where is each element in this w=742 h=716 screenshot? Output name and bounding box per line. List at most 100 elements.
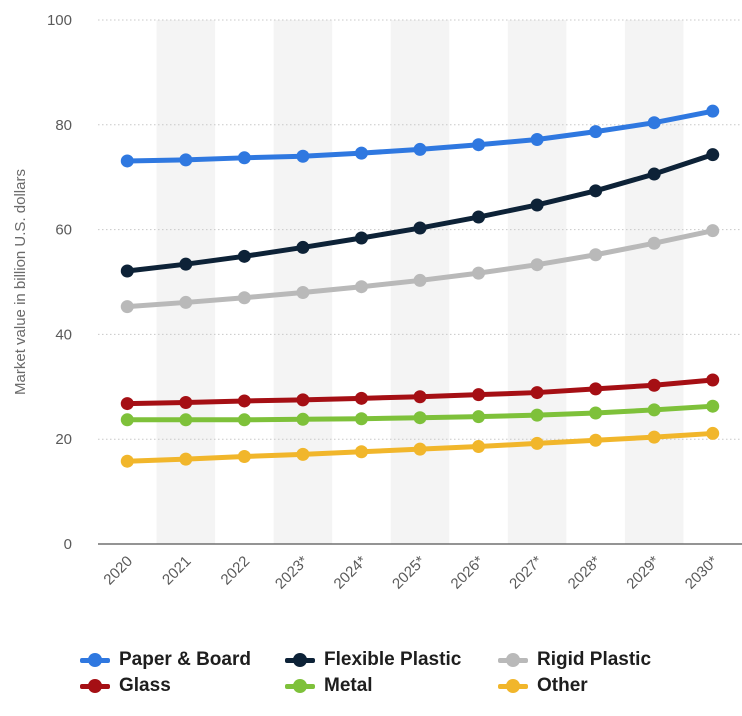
- data-point: [530, 258, 544, 272]
- data-point: [120, 264, 134, 278]
- data-point: [354, 391, 368, 405]
- data-point: [413, 411, 427, 425]
- data-point: [237, 394, 251, 408]
- data-point: [179, 295, 193, 309]
- data-point: [179, 413, 193, 427]
- y-axis-label: Market value in billion U.S. dollars: [12, 169, 29, 395]
- data-point: [706, 399, 720, 413]
- data-point: [647, 167, 661, 181]
- x-tick-label: 2021: [159, 553, 195, 589]
- data-point: [472, 410, 486, 424]
- x-tick-label: 2026*: [448, 553, 488, 593]
- data-point: [472, 266, 486, 280]
- data-point: [530, 408, 544, 422]
- column-band: [273, 20, 333, 544]
- series-1: [120, 148, 720, 278]
- x-tick-label: 2027*: [506, 553, 546, 593]
- series-5: [120, 426, 720, 468]
- x-tick-label: 2023*: [272, 553, 312, 593]
- data-point: [472, 388, 486, 402]
- data-point: [530, 132, 544, 146]
- series-0: [120, 104, 720, 168]
- data-point: [706, 104, 720, 118]
- data-point: [413, 390, 427, 404]
- data-point: [472, 210, 486, 224]
- legend-item[interactable]: Rigid Plastic: [498, 647, 651, 673]
- legend-swatch: [285, 650, 315, 670]
- legend-item[interactable]: Paper & Board: [80, 647, 251, 673]
- data-point: [237, 291, 251, 305]
- legend-item[interactable]: Metal: [285, 673, 373, 699]
- legend-swatch: [285, 676, 315, 696]
- data-point: [354, 146, 368, 160]
- data-point: [413, 221, 427, 235]
- data-point: [413, 273, 427, 287]
- data-point: [413, 142, 427, 156]
- data-point: [179, 153, 193, 167]
- data-point: [120, 300, 134, 314]
- y-tick-label: 40: [55, 326, 72, 343]
- x-tick-label: 2024*: [331, 553, 371, 593]
- x-tick-label: 2030*: [682, 553, 722, 593]
- data-point: [589, 125, 603, 139]
- data-point: [647, 236, 661, 250]
- x-tick-label: 2029*: [623, 553, 663, 593]
- legend-swatch: [80, 676, 110, 696]
- y-tick-label: 0: [64, 536, 72, 553]
- legend-label: Other: [537, 675, 588, 696]
- legend-label: Rigid Plastic: [537, 649, 652, 670]
- series-2: [120, 224, 720, 314]
- data-point: [647, 430, 661, 444]
- x-tick-label: 2028*: [565, 553, 605, 593]
- data-point: [296, 149, 310, 163]
- column-bands: [156, 20, 684, 544]
- legend-swatch: [498, 676, 528, 696]
- legend-label: Paper & Board: [119, 649, 251, 670]
- legend-item[interactable]: Glass: [80, 673, 171, 699]
- data-point: [296, 240, 310, 254]
- line-chart: 0 20 40 60 80 100 2020 2021 2022 2023* 2024* 2025*…: [12, 12, 742, 593]
- data-point: [354, 231, 368, 245]
- data-point: [530, 436, 544, 450]
- data-point: [120, 454, 134, 468]
- x-tick-label: 2025*: [389, 553, 429, 593]
- data-point: [706, 148, 720, 162]
- legend-label: Glass: [119, 675, 171, 696]
- data-point: [296, 447, 310, 461]
- data-point: [179, 257, 193, 271]
- data-point: [647, 403, 661, 417]
- data-point: [237, 151, 251, 165]
- data-point: [472, 440, 486, 454]
- legend-swatch: [80, 650, 110, 670]
- legend-item[interactable]: Other: [498, 673, 588, 699]
- y-tick-label: 60: [55, 222, 72, 239]
- legend-swatch: [498, 650, 528, 670]
- data-point: [120, 413, 134, 427]
- data-point: [354, 445, 368, 459]
- data-point: [589, 248, 603, 262]
- x-tick-label: 2022: [218, 553, 254, 589]
- data-point: [706, 426, 720, 440]
- data-point: [589, 184, 603, 198]
- data-point: [530, 386, 544, 400]
- data-point: [179, 396, 193, 410]
- data-point: [413, 442, 427, 456]
- data-point: [354, 412, 368, 426]
- data-point: [296, 412, 310, 426]
- data-point: [647, 116, 661, 130]
- data-point: [237, 413, 251, 427]
- legend-item[interactable]: Flexible Plastic: [285, 647, 461, 673]
- column-band: [507, 20, 567, 544]
- data-point: [237, 449, 251, 463]
- series-4: [120, 399, 720, 427]
- data-point: [179, 452, 193, 466]
- x-axis-ticks: 2020 2021 2022 2023* 2024* 2025* 2026* 2027* 202…: [100, 553, 721, 593]
- data-point: [706, 373, 720, 387]
- column-band: [624, 20, 684, 544]
- y-tick-label: 80: [55, 117, 72, 134]
- data-point: [589, 406, 603, 420]
- y-tick-label: 20: [55, 431, 72, 448]
- data-point: [296, 285, 310, 299]
- data-point: [296, 393, 310, 407]
- legend-label: Flexible Plastic: [324, 649, 462, 670]
